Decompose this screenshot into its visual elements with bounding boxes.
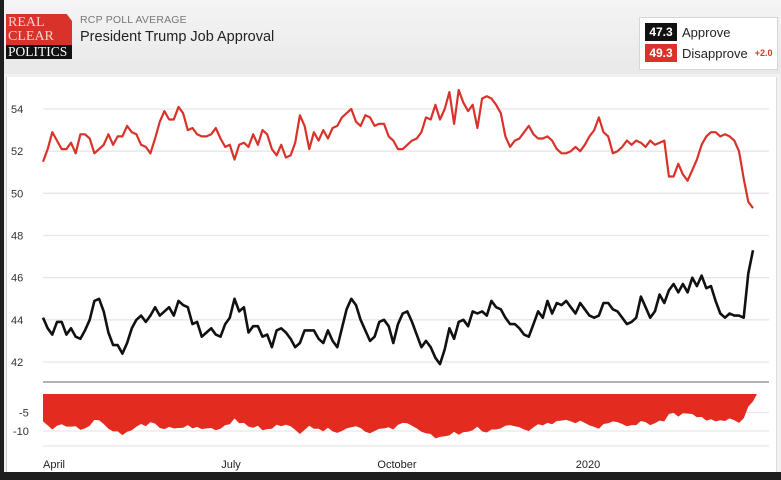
y-tick-label: 44 [11,315,23,327]
spread-y-tick-label: -10 [13,426,29,438]
logo-word-3: POLITICS [8,44,68,59]
disapprove-change: +2.0 [754,48,773,58]
legend-item-disapprove[interactable]: 49.3 Disapprove +2.0 [645,44,773,62]
x-tick-label: April [43,459,65,471]
y-tick-label: 54 [11,104,23,116]
disapprove-label: Disapprove [682,45,748,61]
legend-item-approve[interactable]: 47.3 Approve [645,23,730,41]
main-y-axis: 42 44 46 48 50 52 54 [11,104,23,369]
logo-red-block [6,14,72,46]
y-tick-label: 52 [11,146,23,158]
spread-y-tick-label: -5 [19,408,29,420]
approve-value-badge: 47.3 [645,23,677,41]
x-axis: April July October 2020 [43,459,600,471]
chart-widget: REAL CLEAR POLITICS RCP POLL AVERAGE Pre… [4,0,781,472]
rcp-logo[interactable]: REAL CLEAR POLITICS [6,14,72,59]
main-gridlines [43,108,769,363]
legend: 47.3 Approve 49.3 Disapprove +2.0 [639,17,778,70]
chart-subtitle: RCP POLL AVERAGE [80,14,187,26]
disapprove-line [41,88,754,209]
spread-y-axis: -5 -10 [13,408,29,439]
chart-title: President Trump Job Approval [80,29,275,45]
chart-svg[interactable]: 42 44 46 48 50 52 54 -5 -10 April July October 202… [7,77,776,472]
y-tick-label: 48 [11,231,23,243]
logo-word-2: CLEAR [8,29,54,44]
y-tick-label: 42 [11,357,23,369]
y-tick-label: 46 [11,273,23,285]
x-tick-label: July [221,459,241,471]
x-tick-label: 2020 [576,459,600,471]
spread-area [43,394,757,439]
plot-area: 42 44 46 48 50 52 54 -5 -10 April July October 202… [6,77,777,472]
logo-black-block [6,45,72,59]
y-tick-label: 50 [11,188,23,200]
logo-word-1: REAL [8,15,45,30]
chart-header: REAL CLEAR POLITICS RCP POLL AVERAGE Pre… [4,0,781,74]
approve-line [41,250,755,366]
x-tick-label: October [377,459,416,471]
approve-label: Approve [682,24,731,40]
disapprove-value-badge: 49.3 [645,44,677,62]
